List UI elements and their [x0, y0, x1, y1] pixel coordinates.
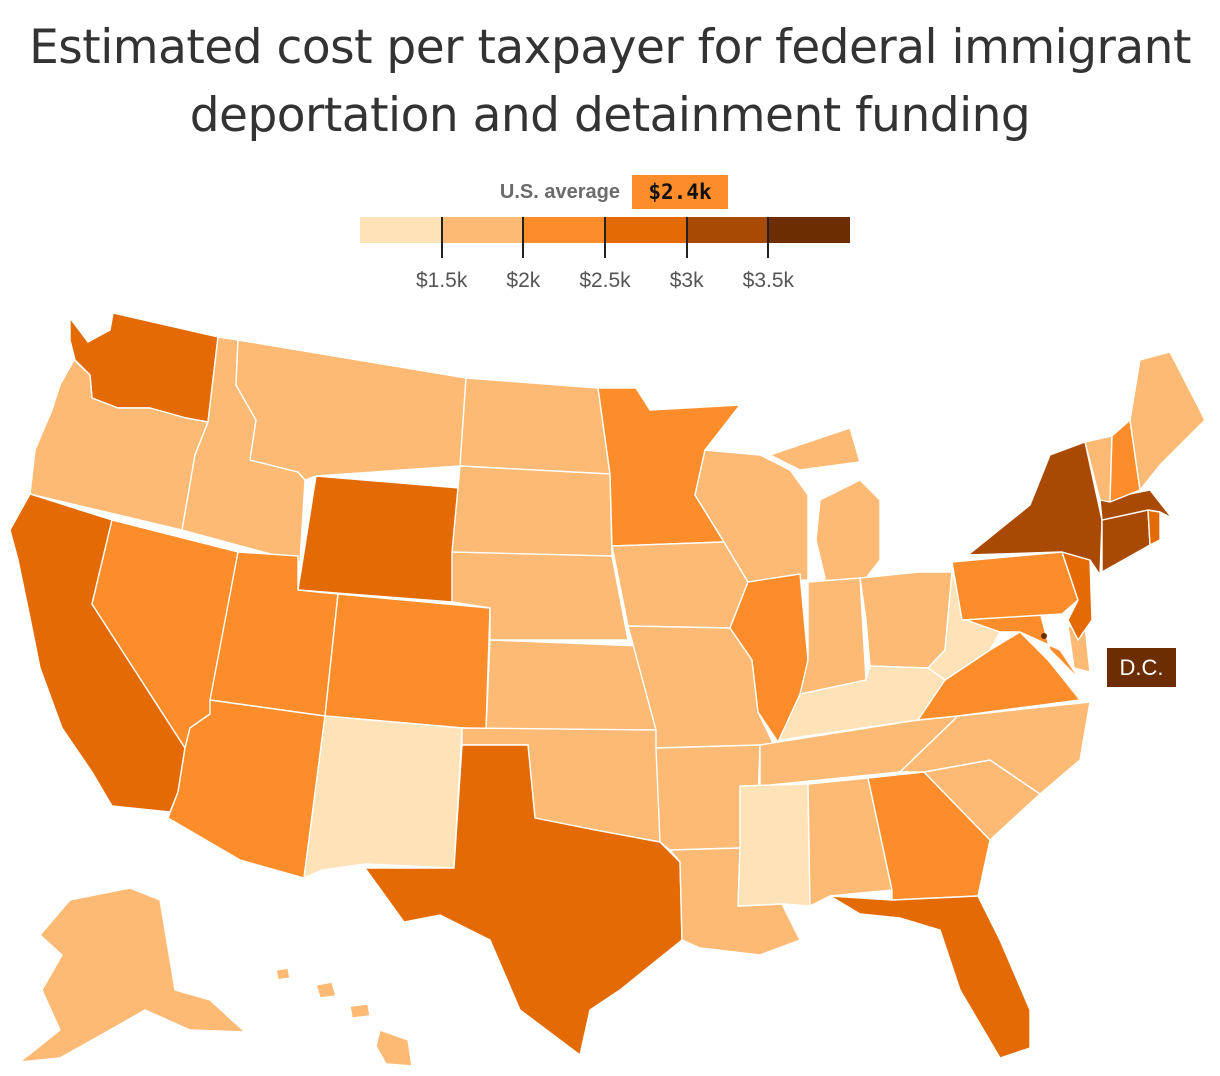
state-alaska[interactable] — [19, 887, 246, 1063]
state-mississippi[interactable] — [737, 783, 811, 907]
map-title: Estimated cost per taxpayer for federal … — [29, 20, 1191, 143]
legend-tick — [440, 217, 443, 258]
state-montana[interactable] — [235, 339, 467, 481]
state-maine[interactable] — [1129, 351, 1206, 491]
legend-bin-5 — [768, 217, 851, 243]
legend-bin-4 — [686, 217, 769, 243]
state-maryland[interactable] — [965, 611, 1081, 681]
state-hawaii[interactable] — [275, 967, 413, 1067]
state-florida[interactable] — [829, 895, 1031, 1059]
legend-bin-2 — [523, 217, 606, 243]
state-ohio[interactable] — [859, 571, 953, 669]
state-kansas[interactable] — [485, 639, 657, 731]
state-pennsylvania[interactable] — [951, 551, 1079, 621]
state-south-dakota[interactable] — [451, 465, 613, 561]
state-dc-marker[interactable] — [1041, 633, 1047, 639]
legend-bin-0 — [360, 217, 443, 243]
legend-tick — [767, 217, 770, 258]
legend-tick-label: $1.5k — [415, 269, 468, 292]
legend-bin-3 — [605, 217, 688, 243]
state-alabama[interactable] — [807, 777, 893, 907]
state-wisconsin[interactable] — [694, 449, 809, 583]
color-legend: $1.5k $2k $2.5k $3k $3.5k — [360, 217, 851, 292]
states-layer — [9, 312, 1206, 1067]
legend-tick-label: $3k — [669, 269, 704, 292]
state-wyoming[interactable] — [297, 475, 461, 603]
legend-tick — [604, 217, 606, 258]
state-new-mexico[interactable] — [303, 715, 463, 879]
legend-bin-1 — [441, 217, 524, 243]
state-indiana[interactable] — [799, 577, 867, 695]
us-average-row: U.S. average $2.4k — [0, 175, 1220, 211]
us-average-badge: $2.4k — [632, 175, 728, 209]
state-colorado[interactable] — [324, 593, 491, 731]
state-rhode-island[interactable] — [1147, 509, 1161, 546]
legend-tick-label: $2.5k — [579, 269, 631, 292]
state-iowa[interactable] — [611, 541, 749, 629]
us-average-label: U.S. average — [499, 181, 620, 203]
state-texas[interactable] — [364, 744, 683, 1056]
legend-tick — [685, 217, 688, 258]
state-arizona[interactable] — [167, 699, 326, 879]
dc-label-box: D.C. — [1107, 648, 1176, 687]
legend-tick — [522, 217, 525, 258]
state-connecticut[interactable] — [1101, 509, 1151, 573]
state-north-dakota[interactable] — [459, 377, 611, 475]
state-michigan[interactable] — [769, 427, 881, 583]
legend-tick-label: $2k — [506, 269, 541, 292]
legend-tick-label: $3.5k — [742, 269, 795, 292]
